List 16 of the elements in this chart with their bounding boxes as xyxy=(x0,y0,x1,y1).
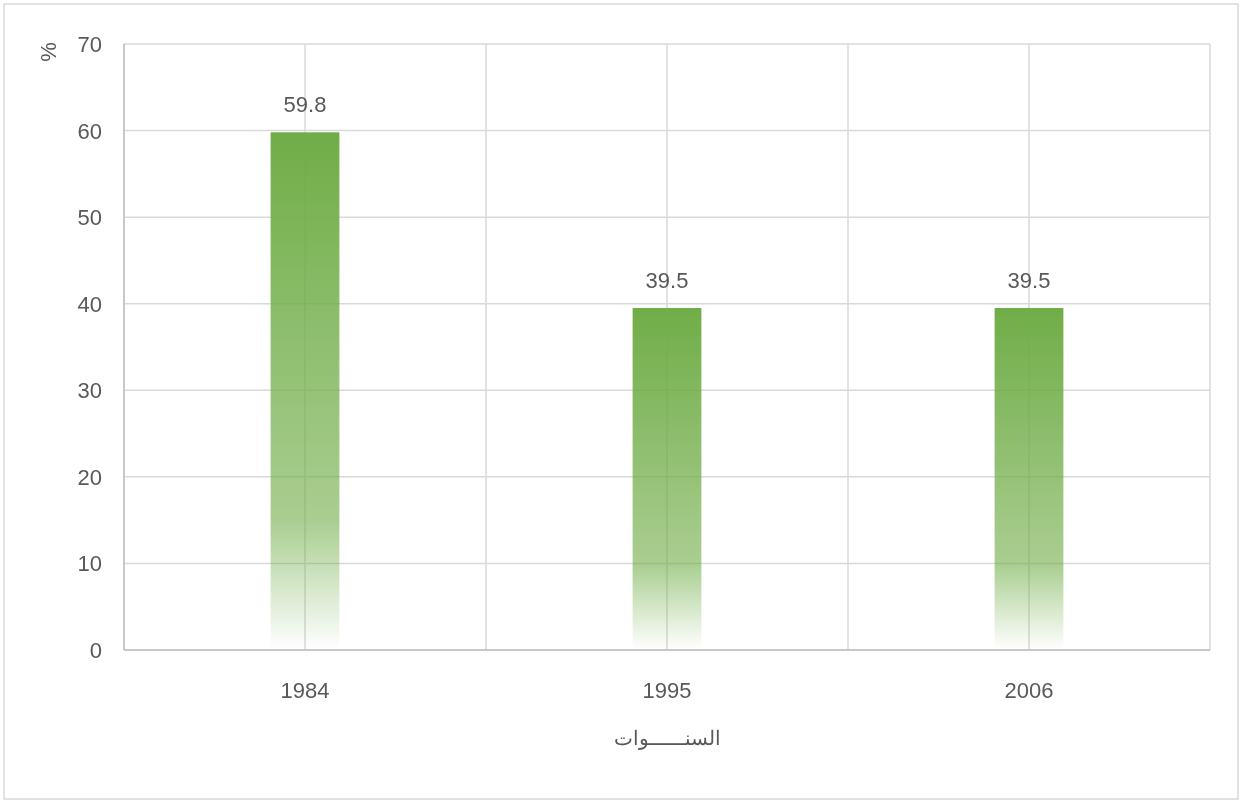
y-tick-label: 60 xyxy=(77,118,102,144)
x-tick-label: 2006 xyxy=(1004,678,1054,703)
x-tick-label: 1995 xyxy=(642,678,692,703)
y-axis-title: % xyxy=(36,42,61,62)
y-tick-label: 0 xyxy=(89,638,102,663)
y-tick-label: 70 xyxy=(77,32,102,57)
y-tick-label: 40 xyxy=(77,291,102,317)
data-label: 39.5 xyxy=(645,268,689,294)
x-tick-label: 1984 xyxy=(280,678,330,703)
y-tick-label: 10 xyxy=(77,551,102,577)
y-tick-label: 20 xyxy=(77,464,102,490)
data-label: 59.8 xyxy=(283,92,327,118)
data-label: 39.5 xyxy=(1007,268,1051,294)
y-tick-label: 50 xyxy=(77,205,102,231)
y-tick-label: 30 xyxy=(77,378,102,404)
x-axis-title: السنــــــوات xyxy=(613,727,721,750)
